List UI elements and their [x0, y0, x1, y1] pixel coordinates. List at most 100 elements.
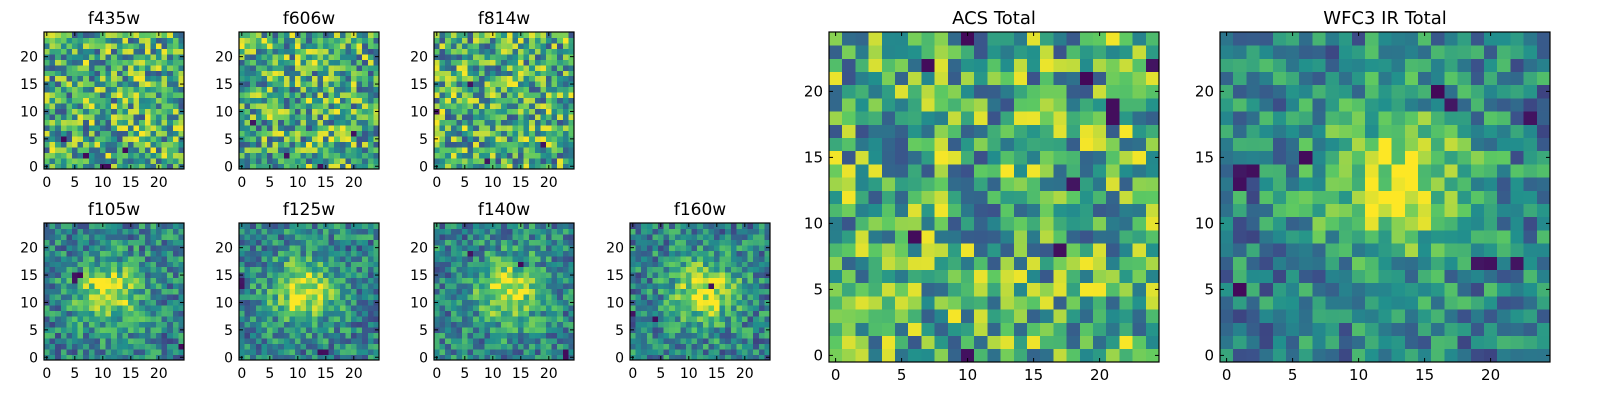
heatmap-cell [563, 256, 569, 262]
heatmap-cell [456, 311, 462, 317]
heatmap-cell [652, 272, 658, 278]
heatmap-cell [323, 120, 329, 126]
heatmap-cell [83, 109, 89, 115]
heatmap-cell [145, 327, 151, 333]
heatmap-cell [261, 228, 267, 234]
heatmap-cell [987, 309, 1001, 323]
heatmap-cell [479, 283, 485, 289]
heatmap-cell [111, 43, 117, 49]
heatmap-cell [974, 190, 988, 204]
heatmap-cell [329, 311, 335, 317]
heatmap-cell [89, 327, 95, 333]
heatmap-cell [145, 48, 151, 54]
heatmap-cell [55, 147, 61, 153]
heatmap-cell [535, 278, 541, 284]
heatmap-cell [484, 158, 490, 164]
heatmap-cell [334, 120, 340, 126]
heatmap-cell [720, 311, 726, 317]
heatmap-cell [490, 98, 496, 104]
heatmap-cell [368, 153, 374, 159]
heatmap-cell [731, 316, 737, 322]
heatmap-cell [748, 333, 754, 339]
heatmap-cell [456, 300, 462, 306]
heatmap-cell [742, 344, 748, 350]
heatmap-cell [351, 43, 357, 49]
heatmap-cell [535, 283, 541, 289]
heatmap-cell [128, 300, 134, 306]
heatmap-cell [1133, 256, 1147, 270]
heatmap-cell [261, 153, 267, 159]
heatmap-cell [357, 272, 363, 278]
heatmap-cell [1080, 204, 1094, 218]
heatmap-cell [323, 92, 329, 98]
heatmap-cell [312, 349, 318, 355]
heatmap-cell [368, 81, 374, 87]
x-tick-label: 10 [680, 366, 698, 382]
x-tick-label: 5 [460, 366, 469, 382]
heatmap-cell [1106, 349, 1120, 363]
heatmap-cell [445, 125, 451, 131]
heatmap-cell [128, 76, 134, 82]
y-tick-label: 0 [224, 350, 233, 366]
heatmap-cell [518, 261, 524, 267]
heatmap-cell [278, 76, 284, 82]
heatmap-cell [301, 142, 307, 148]
heatmap-cell [490, 250, 496, 256]
heatmap-cell [468, 120, 474, 126]
heatmap-cell [150, 294, 156, 300]
heatmap-cell [468, 283, 474, 289]
heatmap-cell [66, 239, 72, 245]
heatmap-cell [306, 239, 312, 245]
heatmap-cell [134, 239, 140, 245]
heatmap-cell [451, 70, 457, 76]
heatmap-cell [948, 217, 962, 231]
heatmap-cell [456, 289, 462, 295]
heatmap-cell [301, 272, 307, 278]
heatmap-cell [434, 120, 440, 126]
heatmap-cell [156, 54, 162, 60]
heatmap-cell [245, 48, 251, 54]
heatmap-cell [490, 153, 496, 159]
heatmap-cell [552, 267, 558, 273]
heatmap-cell [658, 316, 664, 322]
heatmap-cell [552, 92, 558, 98]
heatmap-cell [552, 327, 558, 333]
heatmap-cell [368, 70, 374, 76]
heatmap-cell [284, 81, 290, 87]
heatmap-cell [908, 349, 922, 363]
heatmap-cell [557, 300, 563, 306]
heatmap-cell [484, 92, 490, 98]
heatmap-cell [55, 327, 61, 333]
heatmap-cell [273, 120, 279, 126]
heatmap-cell [675, 250, 681, 256]
heatmap-cell [546, 267, 552, 273]
heatmap-cell [94, 125, 100, 131]
heatmap-cell [312, 272, 318, 278]
heatmap-cell [518, 245, 524, 251]
heatmap-cell [552, 147, 558, 153]
heatmap-cell [686, 338, 692, 344]
heatmap-cell [156, 109, 162, 115]
heatmap-cell [345, 234, 351, 240]
heatmap-cell [468, 142, 474, 148]
heatmap-cell [89, 239, 95, 245]
heatmap-cell [1133, 296, 1147, 310]
heatmap-cell [496, 87, 502, 93]
heatmap-cell [357, 131, 363, 137]
heatmap-cell [261, 300, 267, 306]
heatmap-cell [759, 250, 765, 256]
heatmap-cell [306, 114, 312, 120]
heatmap-cell [261, 294, 267, 300]
heatmap-cell [256, 125, 262, 131]
heatmap-cell [94, 278, 100, 284]
heatmap-cell [473, 98, 479, 104]
heatmap-cell [122, 37, 128, 43]
heatmap-cell [552, 48, 558, 54]
heatmap-cell [652, 228, 658, 234]
heatmap-cell [301, 289, 307, 295]
heatmap-cell [647, 338, 653, 344]
heatmap-cell [72, 131, 78, 137]
heatmap-cell [484, 256, 490, 262]
heatmap-cell [122, 59, 128, 65]
